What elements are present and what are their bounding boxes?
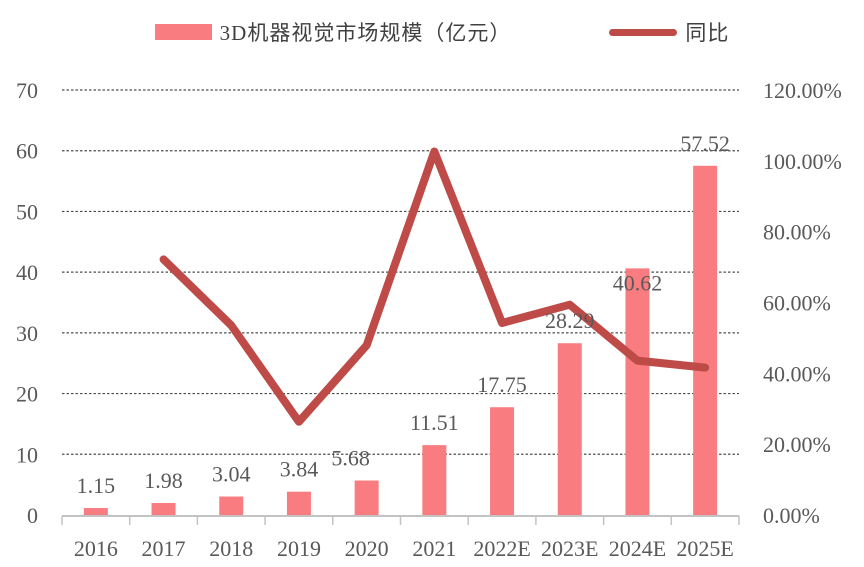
right-axis-tick-label: 40.00% — [763, 361, 831, 386]
x-axis-label: 2017 — [142, 536, 186, 561]
bar-2021 — [422, 445, 447, 515]
bar-2018 — [219, 496, 244, 515]
legend-item-market-size: 3D机器视觉市场规模（亿元） — [154, 17, 512, 47]
x-axis-label: 2025E — [676, 536, 733, 561]
right-axis-tick-label: 80.00% — [763, 220, 831, 245]
right-axis-tick-label: 100.00% — [763, 149, 842, 174]
x-axis-label: 2019 — [277, 536, 321, 561]
x-axis-label: 2022E — [473, 536, 530, 561]
x-axis-label: 2018 — [209, 536, 253, 561]
left-axis-tick-label: 10 — [16, 442, 38, 467]
bar-value-label: 11.51 — [410, 410, 459, 435]
x-axis-label: 2023E — [541, 536, 598, 561]
left-axis-tick-label: 40 — [16, 260, 38, 285]
bar-2024E — [625, 268, 650, 515]
right-axis-tick-label: 120.00% — [763, 78, 842, 103]
bar-value-label: 17.75 — [477, 372, 527, 397]
bar-value-label: 3.04 — [212, 462, 251, 487]
left-axis-tick-label: 30 — [16, 321, 38, 346]
bar-2016 — [83, 508, 108, 515]
left-axis-tick-label: 50 — [16, 199, 38, 224]
bar-value-label: 1.98 — [144, 468, 183, 493]
bar-value-label: 1.15 — [77, 473, 116, 498]
left-axis-tick-label: 0 — [27, 503, 38, 528]
right-axis-tick-label: 0.00% — [763, 503, 820, 528]
x-axis-label: 2016 — [74, 536, 118, 561]
bar-2023E — [557, 343, 582, 515]
x-axis-label: 2021 — [412, 536, 456, 561]
x-axis-label: 2024E — [609, 536, 666, 561]
bar-value-label: 57.52 — [680, 131, 730, 156]
bar-value-label: 3.84 — [280, 457, 319, 482]
bar-value-label: 5.68 — [331, 446, 370, 471]
chart-legend: 3D机器视觉市场规模（亿元） 同比 — [10, 17, 864, 47]
bar-series-swatch-icon — [154, 24, 212, 40]
right-axis-tick-label: 20.00% — [763, 432, 831, 457]
bar-2025E — [693, 165, 718, 515]
bar-2022E — [490, 407, 515, 515]
bar-value-label: 40.62 — [613, 270, 663, 295]
right-axis-tick-label: 60.00% — [763, 291, 831, 316]
legend-label-market-size: 3D机器视觉市场规模（亿元） — [219, 21, 512, 45]
bar-2020 — [354, 480, 379, 515]
bar-2019 — [286, 491, 311, 515]
x-axis-label: 2020 — [345, 536, 389, 561]
bar-2017 — [151, 502, 176, 515]
bar-value-label: 28.29 — [545, 308, 595, 333]
legend-item-yoy: 同比 — [609, 17, 729, 47]
left-axis-tick-label: 20 — [16, 382, 38, 407]
line-series-swatch-icon — [609, 28, 678, 36]
yoy-line — [159, 147, 710, 426]
left-axis-tick-label: 70 — [16, 78, 38, 103]
left-axis-tick-label: 60 — [16, 139, 38, 164]
legend-label-yoy: 同比 — [685, 21, 730, 45]
